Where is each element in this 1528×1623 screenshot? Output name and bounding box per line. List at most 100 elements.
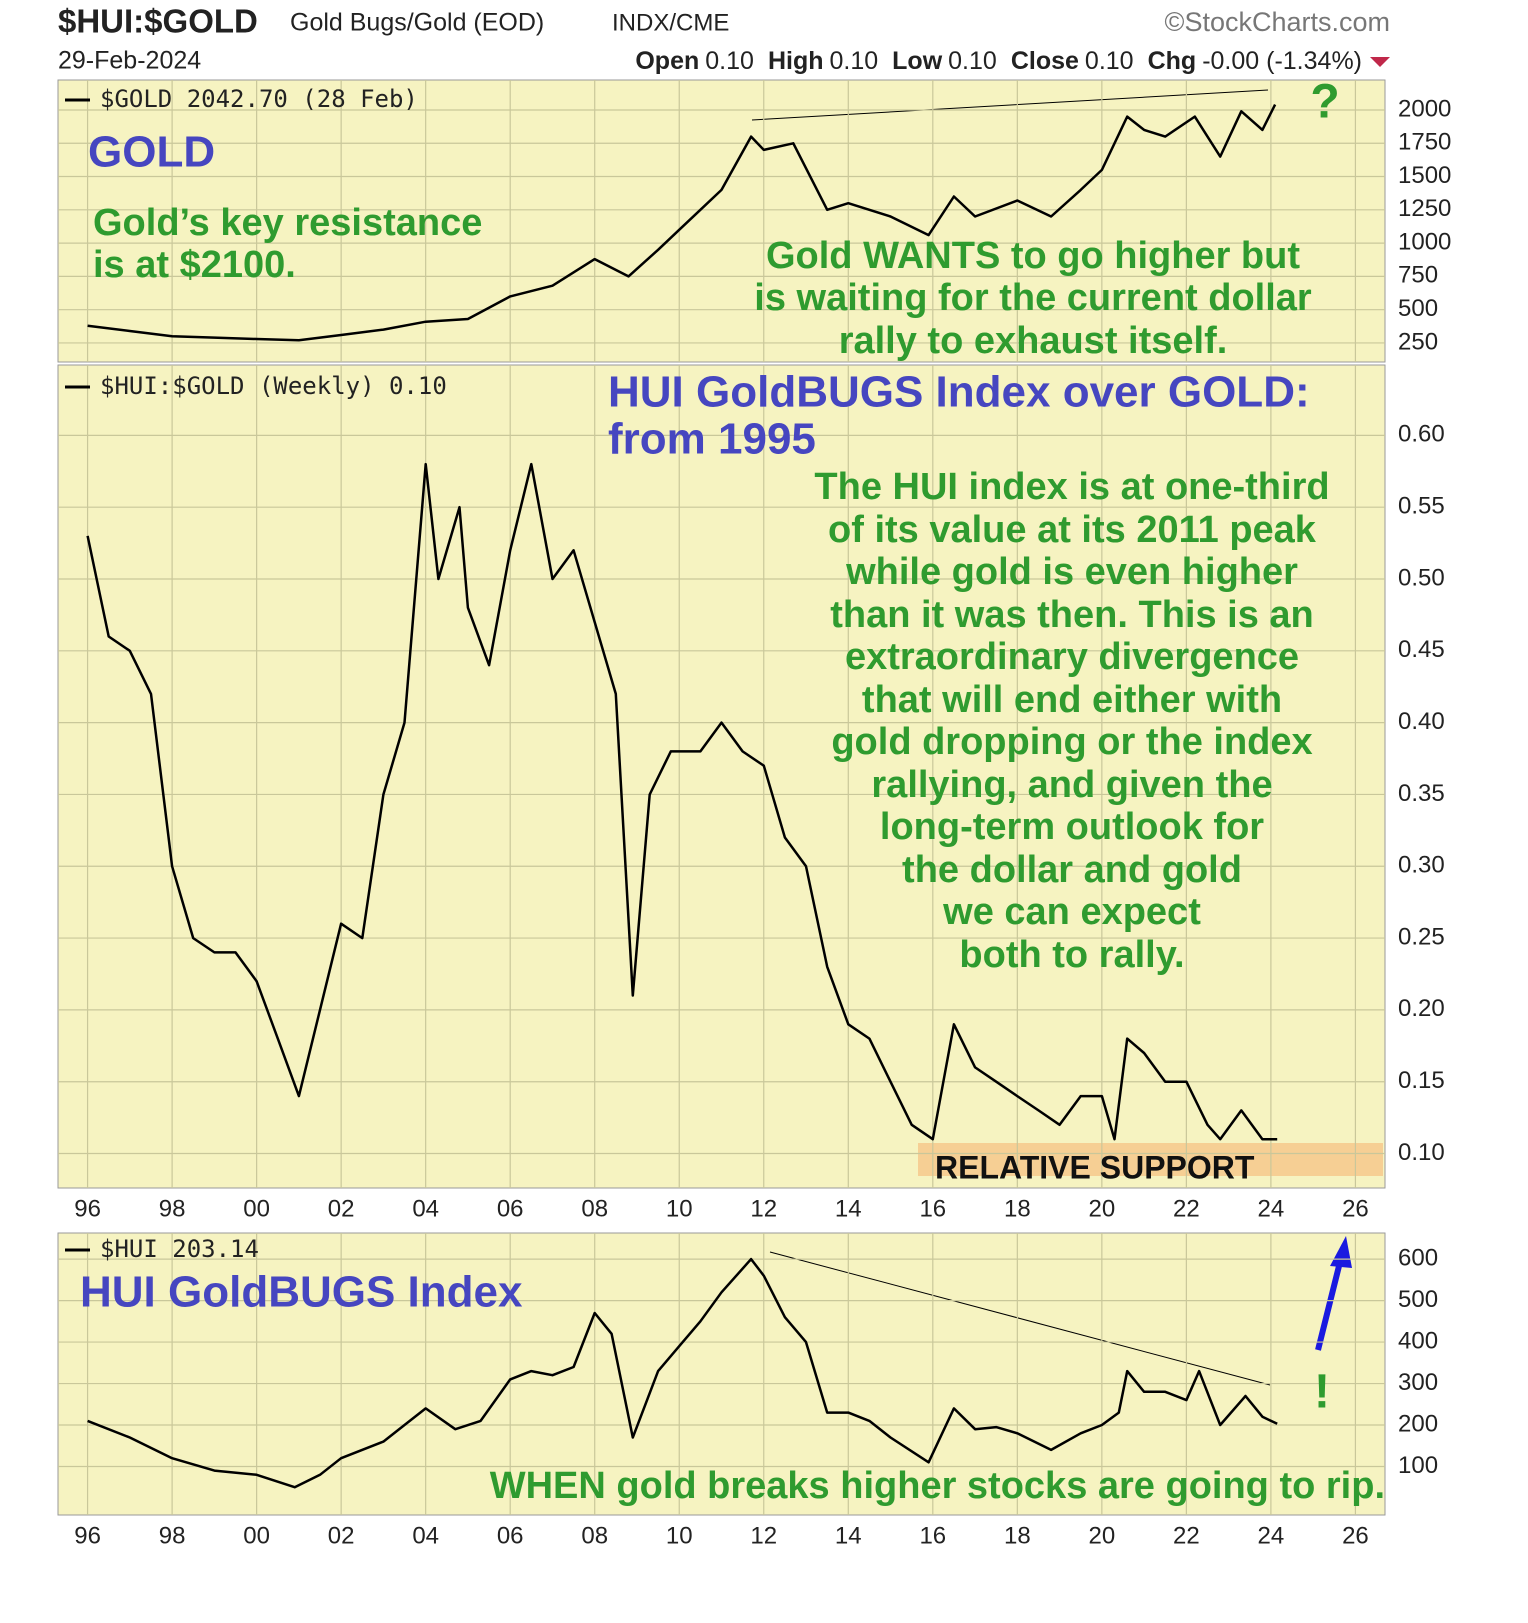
x-tick-label: 96: [74, 1195, 101, 1222]
x-tick-label: 26: [1342, 1195, 1369, 1222]
annotation: Gold’s key resistance: [93, 202, 482, 244]
x-tick-label: 96: [74, 1522, 101, 1549]
quote-label: Close: [1011, 47, 1079, 75]
y-tick-label: 1750: [1398, 129, 1451, 156]
annotation: extraordinary divergence: [845, 636, 1299, 678]
x-tick-label: 22: [1173, 1522, 1200, 1549]
legend-label: $HUI 203.14: [100, 1235, 259, 1263]
annotation: than it was then. This is an: [830, 594, 1314, 636]
panel-background: [57, 1232, 1386, 1516]
x-tick-label: 24: [1258, 1522, 1285, 1549]
annotation: both to rally.: [959, 934, 1184, 976]
panel-background: [57, 79, 1386, 363]
annotation: WHEN gold breaks higher stocks are going…: [490, 1465, 1385, 1507]
change-arrow: [1370, 57, 1390, 67]
arrow: [1315, 1261, 1343, 1351]
annotation: the dollar and gold: [902, 849, 1242, 891]
x-tick-label: 14: [835, 1522, 862, 1549]
y-tick-label: 1500: [1398, 162, 1451, 189]
x-tick-label: 10: [666, 1522, 693, 1549]
y-tick-label: 0.15: [1398, 1067, 1445, 1094]
quote-label: Chg: [1148, 47, 1197, 75]
annotation: RELATIVE SUPPORT: [935, 1149, 1255, 1185]
quote-label: High: [768, 47, 824, 75]
y-tick-label: 1000: [1398, 228, 1451, 255]
date: 29-Feb-2024: [58, 47, 201, 75]
annotation: The HUI index is at one-third: [814, 466, 1329, 508]
y-tick-label: 300: [1398, 1369, 1438, 1396]
x-tick-label: 12: [750, 1195, 777, 1222]
y-tick-label: 250: [1398, 328, 1438, 355]
quote-value: 0.10: [705, 47, 754, 75]
annotation: !: [1314, 1366, 1330, 1419]
y-tick-label: 0.45: [1398, 636, 1445, 663]
panel-background: [57, 364, 1386, 1189]
annotation: from 1995: [608, 415, 816, 464]
support-band: [918, 1143, 1383, 1176]
x-tick-label: 20: [1088, 1522, 1115, 1549]
x-tick-label: 12: [750, 1522, 777, 1549]
annotation: HUI GoldBUGS Index over GOLD:: [608, 368, 1310, 417]
x-tick-label: 18: [1004, 1195, 1031, 1222]
quote-value: 0.10: [948, 47, 997, 75]
x-tick-label: 22: [1173, 1195, 1200, 1222]
y-tick-label: 0.30: [1398, 852, 1445, 879]
legend-label: $GOLD 2042.70 (28 Feb): [100, 85, 418, 113]
annotation: rallying, and given the: [871, 764, 1272, 806]
arrow-head: [1330, 1236, 1352, 1268]
x-tick-label: 06: [497, 1195, 524, 1222]
y-tick-label: 400: [1398, 1327, 1438, 1354]
quote-value: -0.00 (-1.34%): [1202, 47, 1362, 75]
x-tick-label: 98: [159, 1195, 186, 1222]
y-tick-label: 200: [1398, 1410, 1438, 1437]
annotation: is waiting for the current dollar: [754, 277, 1312, 319]
x-tick-label: 16: [919, 1522, 946, 1549]
legend-label: $HUI:$GOLD (Weekly) 0.10: [100, 372, 447, 400]
annotation: is at $2100.: [93, 244, 296, 286]
y-tick-label: 2000: [1398, 95, 1451, 122]
annotation: HUI GoldBUGS Index: [80, 1268, 523, 1317]
quote: Open 0.10 High 0.10 Low 0.10 Close 0.10 Chg -0.00…: [635, 47, 1362, 75]
source: ©StockCharts.com: [1165, 7, 1390, 37]
quote-value: 0.10: [1085, 47, 1134, 75]
data-line: [87, 104, 1277, 342]
x-tick-label: 18: [1004, 1522, 1031, 1549]
y-tick-label: 0.10: [1398, 1139, 1445, 1166]
annotation: ?: [1310, 76, 1339, 129]
trend-line: [751, 89, 1269, 121]
y-tick-label: 0.35: [1398, 780, 1445, 807]
annotation: gold dropping or the index: [831, 721, 1312, 763]
exchange: INDX/CME: [612, 9, 729, 36]
y-tick-label: 500: [1398, 295, 1438, 322]
x-tick-label: 14: [835, 1195, 862, 1222]
annotation: GOLD: [88, 128, 215, 177]
quote-label: Open: [635, 47, 699, 75]
x-tick-label: 00: [243, 1522, 270, 1549]
y-tick-label: 0.55: [1398, 493, 1445, 520]
x-tick-label: 24: [1258, 1195, 1285, 1222]
x-tick-label: 16: [919, 1195, 946, 1222]
annotation: we can expect: [942, 891, 1201, 933]
annotation: that will end either with: [862, 679, 1282, 721]
y-tick-label: 0.25: [1398, 923, 1445, 950]
data-line: [87, 1257, 1278, 1489]
y-tick-label: 0.50: [1398, 564, 1445, 591]
x-tick-label: 00: [243, 1195, 270, 1222]
chart-title: $HUI:$GOLD: [58, 3, 258, 40]
quote-label: Low: [892, 47, 943, 75]
data-line: [86, 462, 1278, 1141]
y-tick-label: 500: [1398, 1286, 1438, 1313]
x-tick-label: 20: [1088, 1195, 1115, 1222]
x-tick-label: 06: [497, 1522, 524, 1549]
annotation: of its value at its 2011 peak: [828, 509, 1317, 551]
y-tick-label: 0.40: [1398, 708, 1445, 735]
x-tick-label: 08: [581, 1522, 608, 1549]
x-tick-label: 08: [581, 1195, 608, 1222]
x-tick-label: 02: [328, 1195, 355, 1222]
x-tick-label: 04: [412, 1195, 439, 1222]
annotation: rally to exhaust itself.: [839, 320, 1228, 362]
x-tick-label: 26: [1342, 1522, 1369, 1549]
quote-value: 0.10: [829, 47, 878, 75]
annotation: long-term outlook for: [880, 806, 1264, 848]
